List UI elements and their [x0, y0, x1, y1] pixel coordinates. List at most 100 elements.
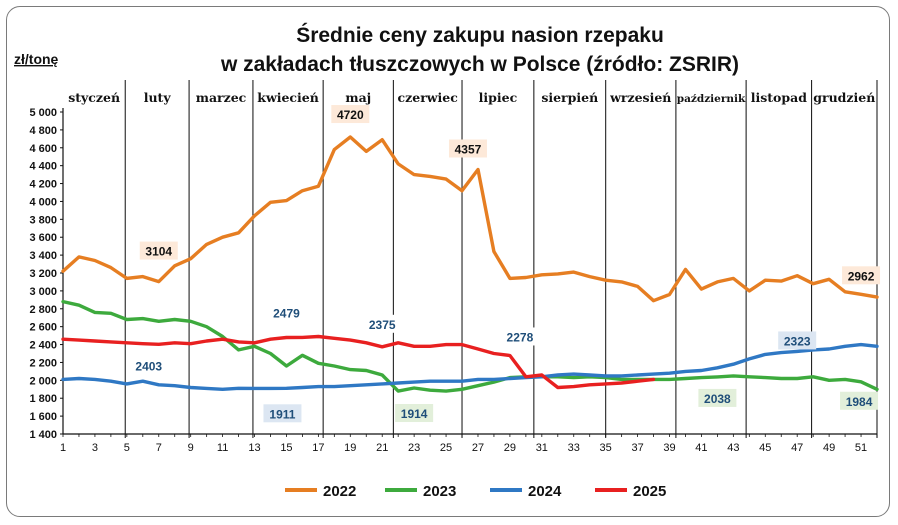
series-line-2024	[61, 342, 879, 391]
y-tick-label: 2 200	[29, 357, 57, 369]
y-tick-label: 4 400	[29, 161, 57, 173]
month-label: kwiecień	[257, 90, 319, 105]
annotation-label: 1984	[846, 395, 873, 409]
x-tick-label: 39	[663, 442, 675, 454]
x-tick-label: 49	[823, 442, 835, 454]
month-label: styczeń	[68, 90, 120, 105]
month-labels: styczeń luty marzec kwiecień maj czerwiec lipi…	[68, 90, 875, 105]
series-lines	[61, 135, 879, 393]
annotation-label: 4357	[455, 143, 482, 157]
annotation-box	[267, 303, 306, 322]
annotation-box	[395, 404, 434, 423]
annotation-box	[840, 391, 879, 410]
annotation-label: 2403	[135, 359, 162, 373]
x-tick-label: 35	[600, 442, 612, 454]
x-tick-label: 9	[188, 442, 194, 454]
y-axis-ticks: 5 000 4 800 4 600 4 400 4 200 4 000 3 800 3 600…	[29, 107, 63, 441]
annotation-box	[263, 404, 302, 423]
x-tick-label: 7	[156, 442, 162, 454]
x-tick-label: 45	[759, 442, 771, 454]
y-tick-label: 2 800	[29, 304, 57, 316]
legend: 2022 2023 2024 2025	[285, 483, 666, 500]
x-tick-label: 33	[568, 442, 580, 454]
month-label: wrzesień	[609, 90, 671, 105]
x-tick-label: 17	[312, 442, 324, 454]
annotation-label: 2278	[507, 330, 534, 344]
x-tick-label: 23	[408, 442, 420, 454]
x-tick-label: 19	[344, 442, 356, 454]
annotation-label: 2038	[704, 392, 731, 406]
month-label: lipiec	[479, 90, 518, 105]
x-tick-label: 31	[536, 442, 548, 454]
annotation-box	[698, 388, 737, 407]
chart-frame	[6, 6, 890, 517]
y-tick-label: 1 400	[29, 429, 57, 441]
annotation-box	[363, 314, 402, 333]
y-tick-label: 3 600	[29, 232, 57, 244]
legend-label-2025: 2025	[633, 483, 666, 500]
y-tick-label: 1 600	[29, 411, 57, 423]
y-tick-label: 5 000	[29, 107, 57, 119]
legend-label-2022: 2022	[323, 483, 356, 500]
annotation-box	[778, 331, 817, 350]
x-tick-label: 43	[727, 442, 739, 454]
x-tick-label: 51	[855, 442, 867, 454]
annotation-box	[842, 266, 881, 285]
y-tick-label: 2 600	[29, 322, 57, 334]
y-tick-label: 3 400	[29, 250, 57, 262]
annotation-label: 2479	[273, 306, 300, 320]
annotation-box	[331, 105, 370, 124]
month-separators	[124, 80, 878, 438]
series-line-2025	[61, 334, 656, 390]
x-tick-label: 13	[248, 442, 260, 454]
annotation-label: 1914	[401, 407, 428, 421]
x-tick-label: 11	[217, 442, 228, 454]
y-tick-label: 2 400	[29, 340, 57, 352]
annotation-label: 4720	[337, 108, 364, 122]
annotation-label: 2962	[848, 269, 875, 283]
chart-title-line1: Średnie ceny zakupu nasion rzepaku	[296, 23, 664, 47]
month-label: luty	[144, 90, 172, 105]
x-tick-label: 25	[440, 442, 452, 454]
x-tick-label: 3	[92, 442, 98, 454]
y-tick-label: 3 000	[29, 286, 57, 298]
y-tick-label: 2 000	[29, 375, 57, 387]
annotation-label: 2323	[784, 334, 811, 348]
annotation-box	[500, 327, 539, 346]
data-annotations: 3104 4720 4357 2962 2403 2479 2375 2278 1911 1914…	[129, 105, 881, 423]
month-label: październik	[677, 93, 746, 105]
x-axis-ticks: 1 3 5 7 9 11 13 15 17 19 21 23 25 27 29 31 33 35 37 39 41 43 4…	[60, 434, 878, 454]
month-label: maj	[345, 90, 371, 105]
series-line-2023	[61, 299, 879, 393]
y-tick-label: 4 800	[29, 125, 57, 137]
x-tick-label: 21	[376, 442, 388, 454]
x-tick-label: 47	[791, 442, 803, 454]
x-tick-label: 41	[695, 442, 707, 454]
y-axis-unit-label: zł/tonę	[14, 51, 59, 67]
annotation-box	[448, 139, 487, 158]
annotation-label: 1911	[269, 407, 295, 421]
annotation-label: 3104	[145, 245, 172, 259]
month-label: sierpień	[541, 90, 598, 105]
x-tick-label: 37	[631, 442, 643, 454]
x-tick-label: 27	[472, 442, 484, 454]
x-tick-label: 15	[280, 442, 292, 454]
x-tick-label: 1	[60, 442, 66, 454]
series-line-2022	[61, 135, 879, 303]
annotation-box	[139, 241, 178, 260]
y-tick-label: 3 200	[29, 268, 57, 280]
x-tick-label: 5	[124, 442, 130, 454]
month-label: listopad	[751, 90, 807, 105]
month-label: marzec	[196, 90, 247, 105]
legend-label-2023: 2023	[423, 483, 456, 500]
y-tick-label: 4 600	[29, 143, 57, 155]
y-tick-label: 4 000	[29, 196, 57, 208]
month-label: grudzień	[813, 90, 875, 105]
y-tick-label: 1 800	[29, 393, 57, 405]
x-tick-label: 29	[504, 442, 516, 454]
annotation-box	[129, 356, 168, 375]
annotation-label: 2375	[369, 318, 396, 332]
y-tick-label: 3 800	[29, 214, 57, 226]
legend-label-2024: 2024	[528, 483, 562, 500]
